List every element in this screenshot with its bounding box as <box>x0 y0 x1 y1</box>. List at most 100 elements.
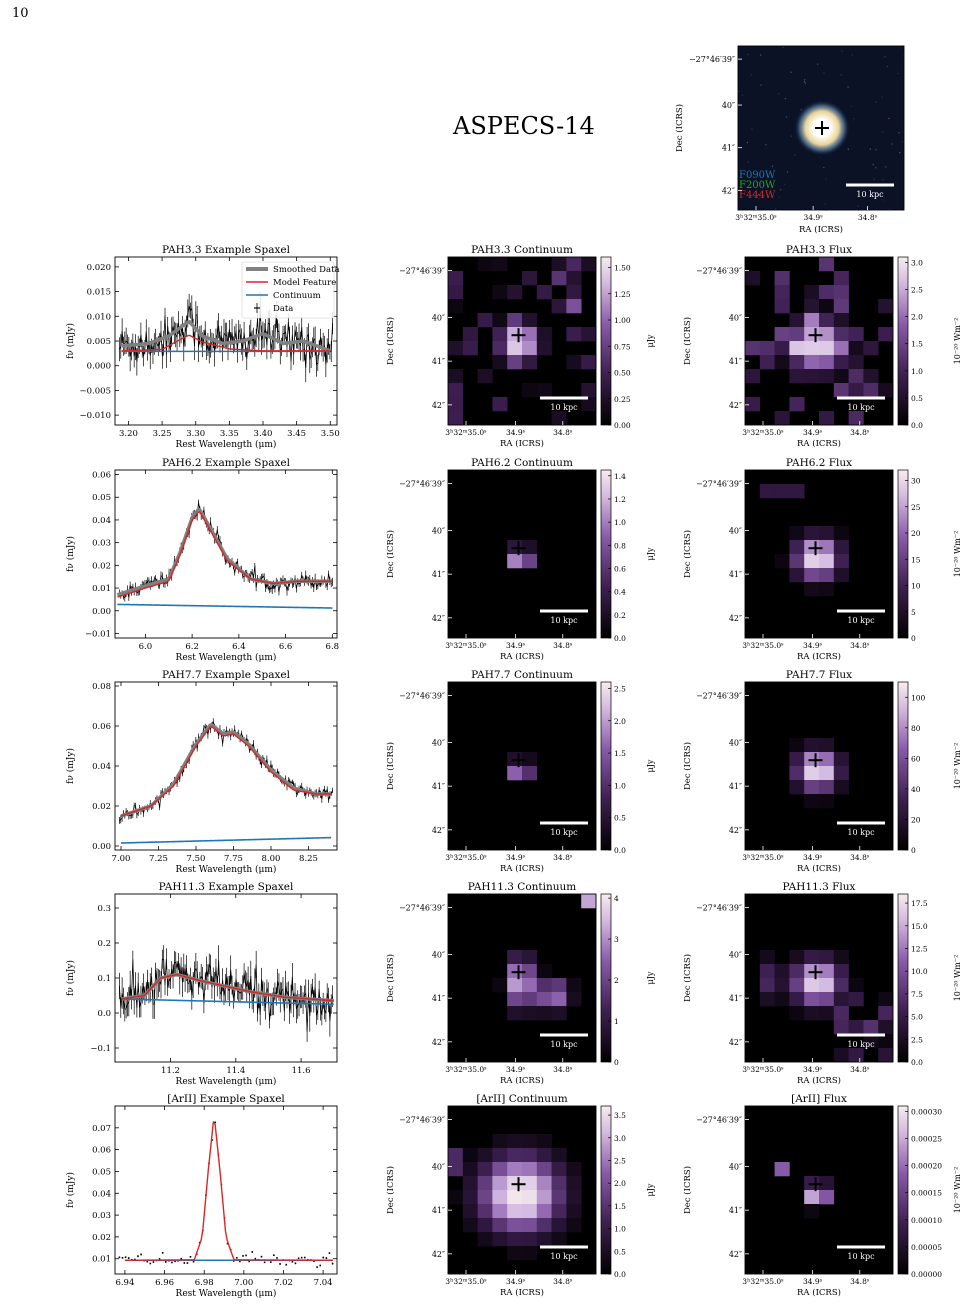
colorbar-tick-label: 3.0 <box>614 1134 626 1143</box>
map-pixel <box>551 1218 567 1233</box>
ra-tick-label: 34.9ˢ <box>804 213 824 222</box>
dec-tick-label: −27°46′39″ <box>399 479 445 488</box>
map-pixel <box>462 1204 478 1219</box>
colorbar-unit: μJy <box>646 334 655 347</box>
background-noise <box>790 71 792 73</box>
dec-tick-label: 42″ <box>432 826 445 835</box>
y-tick-label: 0.0 <box>97 1009 111 1019</box>
map-pixel <box>789 950 805 965</box>
map-pixel <box>774 299 790 314</box>
legend-label: Model Feature <box>273 278 336 288</box>
map-pixel <box>833 341 849 356</box>
map-pixel <box>833 285 849 300</box>
map-pixel <box>833 369 849 384</box>
map-pixel <box>522 1148 538 1163</box>
map-pixel <box>566 1190 582 1205</box>
map-pixel <box>745 271 761 286</box>
map-pixel <box>804 582 820 597</box>
ra-axis-label: RA (ICRS) <box>500 651 544 662</box>
colorbar-tick-label: 2.5 <box>911 286 923 295</box>
map-pixel <box>863 341 879 356</box>
spectrum-title: PAH6.2 Example Spaxel <box>162 457 291 469</box>
colorbar-tick-label: 2.5 <box>614 1156 626 1165</box>
map-pixel <box>448 299 464 314</box>
map-pixel <box>492 1162 508 1177</box>
map-pixel <box>507 1246 523 1261</box>
background-noise <box>897 72 899 75</box>
y-axis-label: fν (mJy) <box>65 1172 76 1208</box>
map-pixel <box>848 992 864 1007</box>
map-pixel <box>833 383 849 398</box>
map-pixel <box>536 978 552 993</box>
spectrum-panel: PAH11.3 Example Spaxel 11.2 11.4 11.6 −0.1 0.… <box>65 881 338 1087</box>
map-pixel <box>522 752 538 767</box>
map-pixel <box>522 1204 538 1219</box>
background-noise <box>825 178 827 180</box>
ra-axis-label: RA (ICRS) <box>799 224 843 235</box>
scalebar-label: 10 kpc <box>847 616 875 625</box>
map-pixel <box>878 383 894 398</box>
map-pixel <box>492 327 508 342</box>
map-pixel <box>804 1006 820 1021</box>
colorbar-tick-label: 0.00030 <box>911 1107 942 1116</box>
figure-title: ASPECS-14 <box>453 112 595 140</box>
colorbar-tick-label: 1.50 <box>614 264 631 273</box>
dec-axis-label: Dec (ICRS) <box>682 317 693 365</box>
colorbar-tick-label: 0.50 <box>614 369 631 378</box>
map-pixel <box>759 992 775 1007</box>
x-tick-label: 3.30 <box>186 429 205 439</box>
ra-tick-label: 34.8ˢ <box>850 1065 870 1074</box>
dec-tick-label: 41″ <box>432 357 445 366</box>
map-pixel <box>522 1190 538 1205</box>
spectrum-panel: PAH7.7 Example Spaxel 7.00 7.25 7.50 7.75 8.0… <box>65 669 338 875</box>
y-tick-label: 0.06 <box>92 471 111 481</box>
dec-axis-label: Dec (ICRS) <box>682 530 693 578</box>
colorbar-tick-label: 1.2 <box>614 495 626 504</box>
colorbar-tick-label: 0.00010 <box>911 1216 942 1225</box>
y-tick-label: −0.005 <box>80 386 111 396</box>
dec-tick-label: 40″ <box>432 526 445 535</box>
map-pixel <box>789 554 805 569</box>
map-pixel <box>522 327 538 342</box>
colorbar-tick-label: 1.5 <box>614 1202 626 1211</box>
map-panel: PAH3.3 Continuum 10 kpc −27°46′39″ 40″ 41″ 42… <box>385 244 655 449</box>
dec-tick-label: 40″ <box>432 738 445 747</box>
dec-tick-label: 40″ <box>432 313 445 322</box>
x-tick-label: 11.2 <box>161 1066 180 1076</box>
map-pixel <box>566 978 582 993</box>
thumbnail-frame <box>737 45 905 211</box>
map-pixel <box>804 327 820 342</box>
background-noise <box>778 196 780 198</box>
map-pixel <box>789 526 805 541</box>
colorbar-unit: μJy <box>646 1183 655 1196</box>
map-panel: PAH3.3 Flux 10 kpc −27°46′39″ 40″ 41″ 42″ 3ʰ32… <box>682 244 962 449</box>
dec-tick-label: −27°46′39″ <box>696 1115 742 1124</box>
map-pixel <box>848 1020 864 1035</box>
data-series <box>119 502 333 599</box>
y-tick-label: 0.06 <box>92 1146 111 1156</box>
map-panel: PAH6.2 Continuum 10 kpc −27°46′39″ 40″ 41″ 42… <box>385 457 655 662</box>
colorbar-tick-label: 0.0 <box>911 421 923 430</box>
map-pixel <box>462 1176 478 1191</box>
background-noise <box>847 148 849 150</box>
dec-tick-label: 42″ <box>432 1038 445 1047</box>
y-tick-label: 0.02 <box>92 561 111 571</box>
ra-tick-label: 34.9ˢ <box>803 853 823 862</box>
map-pixel <box>804 313 820 328</box>
map-pixel <box>819 780 835 795</box>
map-pixel <box>833 271 849 286</box>
ra-tick-label: 34.9ˢ <box>803 1277 823 1286</box>
map-pixel <box>522 313 538 328</box>
colorbar-tick-label: 0.75 <box>614 342 631 351</box>
map-title: PAH3.3 Continuum <box>471 244 573 256</box>
scalebar-label: 10 kpc <box>847 828 875 837</box>
map-pixel <box>878 1048 894 1063</box>
map-pixel <box>536 964 552 979</box>
map-pixel <box>878 1006 894 1021</box>
background-noise <box>778 93 780 95</box>
map-pixel <box>833 554 849 569</box>
x-tick-label: 6.2 <box>185 642 199 652</box>
dec-tick-label: 40″ <box>729 738 742 747</box>
colorbar-unit: 10⁻²⁰ Wm⁻² <box>953 318 962 365</box>
colorbar-tick-label: 80 <box>911 724 921 733</box>
